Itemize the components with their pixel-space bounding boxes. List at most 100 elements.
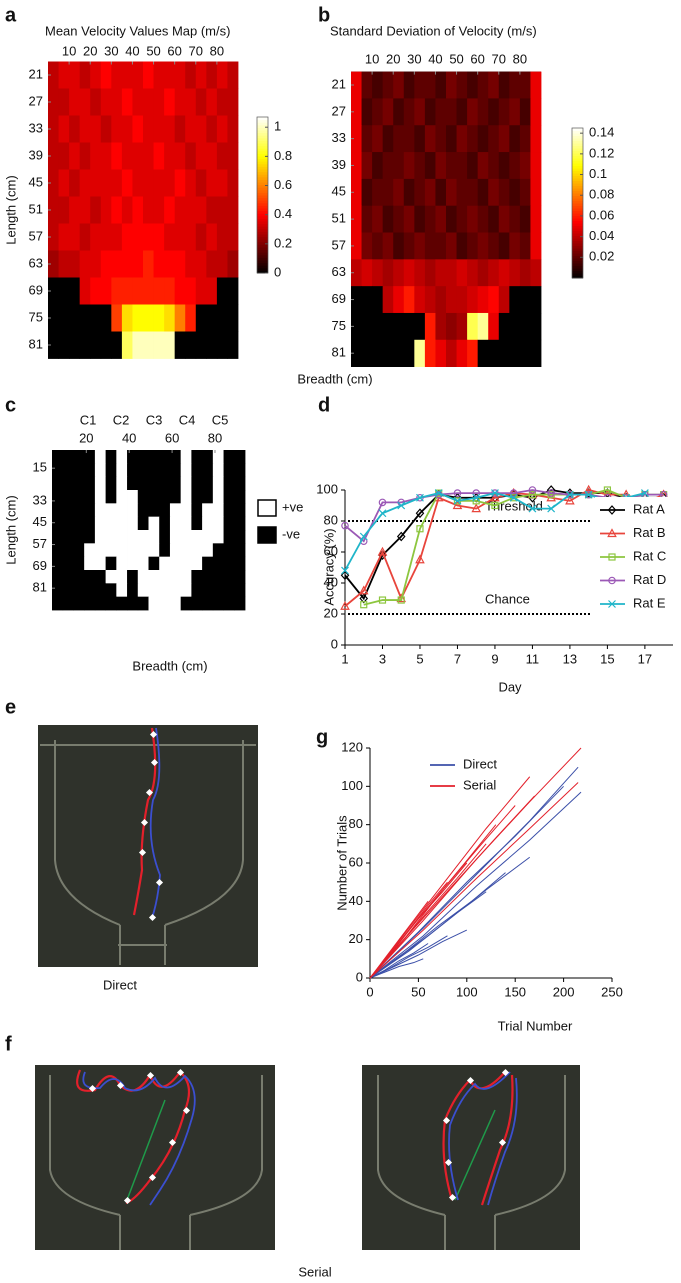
heatmap-cell xyxy=(223,596,235,611)
heatmap-cell xyxy=(206,115,218,143)
heatmap-cell xyxy=(164,250,176,278)
heatmap-cell xyxy=(105,476,117,491)
heatmap-cell xyxy=(48,250,59,278)
heatmap-cell xyxy=(94,476,107,491)
heatmap-cell xyxy=(206,61,218,89)
heatmap-cell xyxy=(414,286,426,314)
marker xyxy=(341,566,349,575)
heatmap-cell xyxy=(234,583,246,598)
heatmap-cell xyxy=(216,304,228,332)
heatmap-cell xyxy=(403,259,415,287)
colorbar-strip xyxy=(572,135,583,139)
heatmap-cell xyxy=(216,196,228,224)
heatmap-cell xyxy=(206,196,218,224)
heatmap-cell xyxy=(435,232,447,260)
x-tick-label: 50 xyxy=(146,43,160,58)
series-line xyxy=(369,824,497,979)
heatmap-cell xyxy=(180,583,192,598)
heatmap-cell xyxy=(446,98,457,126)
heatmap-cell xyxy=(223,543,235,558)
heatmap-cell xyxy=(111,169,123,197)
heatmap-cell xyxy=(382,312,394,341)
colorbar-strip xyxy=(257,184,268,188)
colorbar-strip xyxy=(257,197,268,201)
colorbar-tick-label: 0 xyxy=(274,264,281,279)
heatmap-cell xyxy=(174,250,186,278)
colorbar-strip xyxy=(572,235,583,239)
heatmap-cell xyxy=(58,223,70,251)
heatmap-cell xyxy=(127,596,139,611)
heatmap-cell xyxy=(234,570,246,584)
heatmap-cell xyxy=(143,88,154,116)
heatmap-cell xyxy=(212,596,224,611)
column-label: C4 xyxy=(179,412,196,427)
heatmap-cell xyxy=(509,232,521,260)
heatmap-cell xyxy=(446,339,457,367)
heatmap-cell xyxy=(372,98,384,126)
marker xyxy=(547,504,556,513)
heatmap-cell xyxy=(234,490,246,504)
heatmap-cell xyxy=(361,259,373,287)
heatmap-cell xyxy=(195,331,207,359)
heatmap-cell xyxy=(105,570,117,584)
colorbar-strip xyxy=(257,174,268,178)
heatmap-cell xyxy=(137,556,149,571)
heatmap-cell xyxy=(79,250,91,278)
colorbar-strip xyxy=(257,249,268,253)
colorbar-tick-label: 0.02 xyxy=(589,249,614,264)
heatmap-cell xyxy=(424,312,436,341)
heatmap-cell xyxy=(73,583,85,598)
colorbar-strip xyxy=(257,192,268,196)
colorbar-strip xyxy=(572,188,583,191)
heatmap-cell xyxy=(90,61,102,89)
marker xyxy=(528,486,537,494)
heatmap-cell xyxy=(48,277,59,305)
heatmap-cell xyxy=(223,556,235,571)
heatmap-cell xyxy=(111,331,123,359)
heatmap-cell xyxy=(58,88,70,116)
heatmap-cell xyxy=(393,205,405,233)
heatmap-cell xyxy=(206,331,218,359)
x-tick-label: 0 xyxy=(366,984,373,999)
marker xyxy=(359,593,369,604)
heatmap-cell xyxy=(446,232,457,260)
heatmap-cell xyxy=(195,169,207,197)
heatmap-cell xyxy=(446,205,457,233)
panel-label: b xyxy=(318,4,330,26)
heatmap-cell xyxy=(456,339,468,367)
heatmap-cell xyxy=(116,490,128,504)
x-tick-label: 40 xyxy=(428,51,442,66)
heatmap-cell xyxy=(153,61,165,89)
heatmap-cell xyxy=(361,339,373,367)
heatmap-cell xyxy=(403,71,415,99)
x-tick-label: 250 xyxy=(601,984,623,999)
colorbar-strip xyxy=(257,221,268,225)
x-tick-label: 150 xyxy=(504,984,526,999)
heatmap-cell xyxy=(62,476,74,491)
heatmap-cell xyxy=(169,450,182,464)
heatmap-cell xyxy=(127,543,139,558)
heatmap-cell xyxy=(69,331,81,359)
heatmap-cell xyxy=(519,286,531,314)
y-tick-label: 57 xyxy=(332,237,346,252)
heatmap-cell xyxy=(477,178,489,207)
heatmap-cell xyxy=(185,142,197,170)
heatmap-cell xyxy=(223,583,235,598)
heatmap-cell xyxy=(414,205,426,233)
heatmap-cell xyxy=(206,223,218,251)
colorbar-strip xyxy=(572,143,583,146)
heatmap-cell xyxy=(206,88,218,116)
colorbar-strip xyxy=(572,233,583,236)
heatmap-cell xyxy=(223,503,235,518)
heatmap-cell xyxy=(361,152,373,180)
colorbar-strip xyxy=(572,165,583,169)
heatmap-cell xyxy=(84,463,96,478)
colorbar-strip xyxy=(572,190,583,194)
heatmap-cell xyxy=(509,312,521,341)
colorbar-strip xyxy=(257,161,268,165)
y-tick-label: 39 xyxy=(29,147,43,162)
heatmap-cell xyxy=(227,142,239,170)
y-tick-label: 57 xyxy=(33,536,47,551)
y-tick-label: 27 xyxy=(29,93,43,108)
heatmap-cell xyxy=(372,205,384,233)
